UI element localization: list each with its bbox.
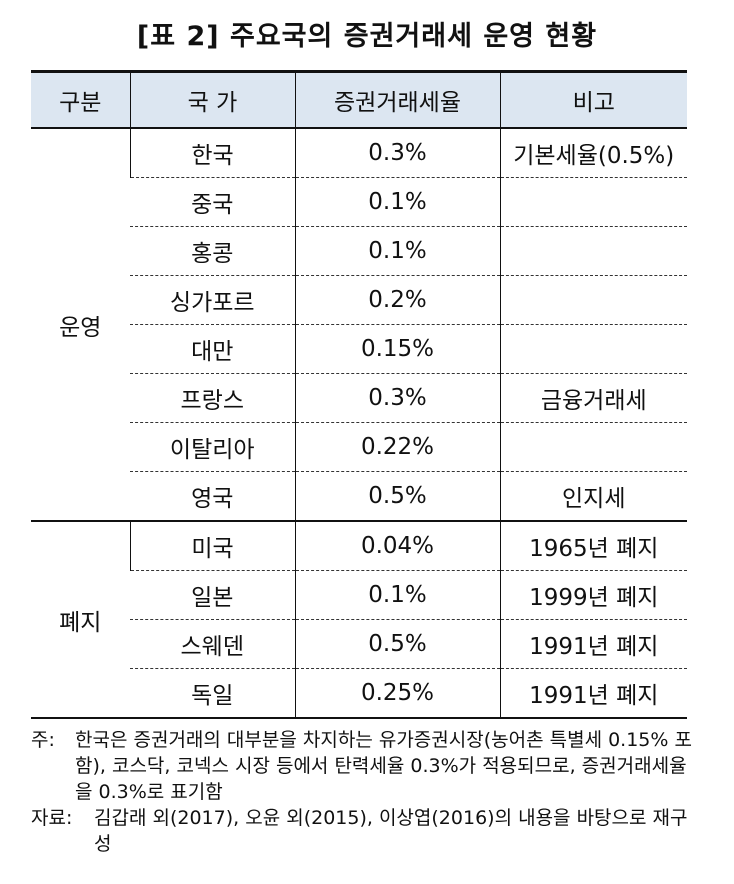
rate-cell: 0.2% — [294, 275, 500, 325]
rate-cell: 0.1% — [294, 226, 500, 276]
country-cell: 한국 — [129, 128, 295, 178]
footnote-note: 주: 한국은 증권거래의 대부분을 차지하는 유가증권시장(농어촌 특별세 0.… — [31, 727, 701, 805]
table-row: 이탈리아 0.22% — [31, 422, 687, 472]
remark-cell — [499, 275, 687, 325]
table-row: 영국 0.5% 인지세 — [31, 471, 687, 522]
country-cell: 싱가포르 — [130, 275, 295, 325]
remark-cell — [499, 226, 687, 276]
remark-cell — [499, 324, 687, 374]
rate-cell: 0.1% — [294, 177, 500, 227]
remark-cell: 금융거래세 — [499, 373, 687, 423]
country-cell: 미국 — [129, 521, 295, 571]
source-label: 자료: — [31, 807, 73, 829]
tax-table: 구분 국 가 증권거래세율 비고 운영 한국 0.3% 기본세율(0.5%) 중… — [31, 70, 687, 719]
country-cell: 대만 — [130, 324, 295, 374]
country-cell: 중국 — [130, 177, 295, 227]
source-text: 김갑래 외(2017), 오윤 외(2015), 이상엽(2016)의 내용을 … — [94, 807, 688, 855]
remark-cell — [499, 422, 687, 472]
remark-cell: 인지세 — [499, 471, 687, 522]
table-row: 운영 한국 0.3% 기본세율(0.5%) — [31, 128, 687, 522]
rate-cell: 0.5% — [294, 471, 500, 522]
group-label: 운영 — [31, 128, 130, 522]
remark-cell: 1965년 폐지 — [499, 521, 687, 571]
remark-cell — [499, 177, 687, 227]
group-abolished: 폐지 미국 0.04% 1965년 폐지 일본 0.1% 1999년 폐지 스웨… — [31, 521, 687, 719]
rate-cell: 0.22% — [294, 422, 500, 472]
table-row: 스웨덴 0.5% 1991년 폐지 — [31, 619, 687, 669]
header-country: 국 가 — [129, 70, 295, 129]
table-row: 중국 0.1% — [31, 177, 687, 227]
footnote-text: 한국은 증권거래의 대부분을 차지하는 유가증권시장(농어촌 특별세 0.15%… — [75, 729, 692, 803]
header-rate: 증권거래세율 — [294, 70, 500, 129]
rate-cell: 0.1% — [294, 570, 500, 620]
remark-cell: 1991년 폐지 — [499, 619, 687, 669]
rate-cell: 0.04% — [294, 521, 500, 571]
rate-cell: 0.25% — [294, 668, 500, 719]
table-row: 대만 0.15% — [31, 324, 687, 374]
table-row: 독일 0.25% 1991년 폐지 — [31, 668, 687, 719]
table-row: 일본 0.1% 1999년 폐지 — [31, 570, 687, 620]
country-cell: 홍콩 — [130, 226, 295, 276]
table-row: 홍콩 0.1% — [31, 226, 687, 276]
header-remark: 비고 — [499, 70, 687, 129]
country-cell: 프랑스 — [130, 373, 295, 423]
remark-cell: 1991년 폐지 — [499, 668, 687, 719]
rate-cell: 0.3% — [294, 373, 500, 423]
country-cell: 스웨덴 — [130, 619, 295, 669]
country-cell: 이탈리아 — [130, 422, 295, 472]
table-row: 프랑스 0.3% 금융거래세 — [31, 373, 687, 423]
rate-cell: 0.3% — [294, 128, 500, 178]
footnote-label: 주: — [31, 729, 55, 751]
country-cell: 영국 — [130, 471, 295, 522]
table-row: 폐지 미국 0.04% 1965년 폐지 — [31, 521, 687, 719]
header-category: 구분 — [31, 70, 130, 129]
table-title: [표 2] 주요국의 증권거래세 운영 현황 — [136, 21, 598, 52]
country-cell: 일본 — [130, 570, 295, 620]
footnote-source: 자료: 김갑래 외(2017), 오윤 외(2015), 이상엽(2016)의 … — [31, 805, 701, 857]
remark-cell: 1999년 폐지 — [499, 570, 687, 620]
group-label: 폐지 — [31, 521, 130, 719]
remark-cell: 기본세율(0.5%) — [499, 128, 687, 178]
rate-cell: 0.15% — [294, 324, 500, 374]
table-row: 싱가포르 0.2% — [31, 275, 687, 325]
rate-cell: 0.5% — [294, 619, 500, 669]
footnotes: 주: 한국은 증권거래의 대부분을 차지하는 유가증권시장(농어촌 특별세 0.… — [31, 727, 701, 857]
header-row: 구분 국 가 증권거래세율 비고 — [31, 70, 687, 129]
country-cell: 독일 — [130, 668, 295, 719]
group-operating: 운영 한국 0.3% 기본세율(0.5%) 중국 0.1% 홍콩 0.1% 싱가… — [31, 128, 687, 522]
